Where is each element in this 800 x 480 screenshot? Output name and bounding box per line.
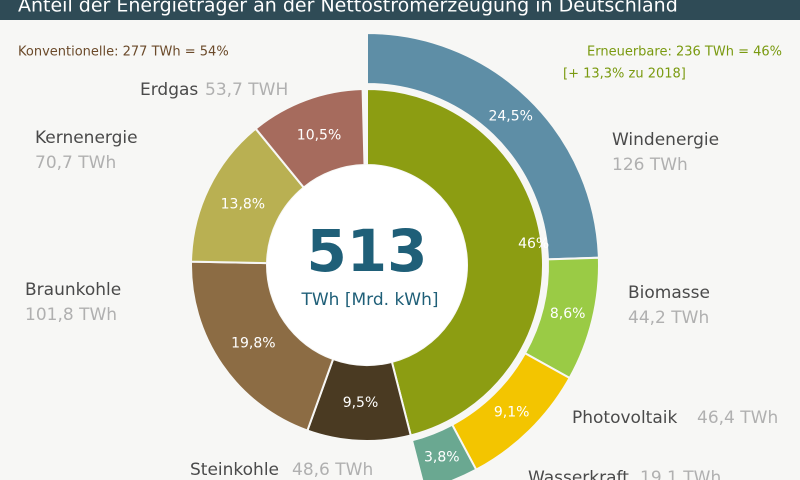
value-label: 3,8% — [424, 449, 460, 465]
category-label: Kernenergie — [35, 128, 138, 148]
annotation: Erneuerbare: 236 TWh = 46% — [587, 45, 782, 60]
amount-label: 126 TWh — [612, 155, 688, 175]
category-label: Biomasse — [628, 283, 710, 303]
amount-label: 70,7 TWh — [35, 153, 116, 173]
category-label: Erdgas — [140, 80, 198, 100]
value-label: 24,5% — [488, 109, 532, 125]
total: 513 — [306, 217, 427, 285]
category-label: Steinkohle — [190, 460, 279, 480]
category-label: Windenergie — [612, 130, 719, 150]
annotation: Konventionelle: 277 TWh = 54% — [18, 45, 229, 60]
value-label: 8,6% — [550, 306, 586, 322]
amount-label: 101,8 TWh — [25, 305, 117, 325]
category-label: Braunkohle — [25, 280, 121, 300]
total-label: TWh [Mrd. kWh] — [300, 290, 438, 310]
amount-label: 44,2 TWh — [628, 308, 709, 328]
title-bar — [0, 0, 800, 20]
category-label: Wasserkraft — [528, 468, 629, 480]
annotation: [+ 13,3% zu 2018] — [563, 67, 686, 82]
value-label: 46% — [518, 236, 549, 252]
center-hole — [267, 165, 467, 365]
value-label: 19,8% — [231, 335, 275, 351]
category-label: Photovoltaik — [572, 408, 677, 428]
chart-title: Anteil der Energieträger an der Nettostr… — [18, 0, 678, 17]
value-label: 13,8% — [221, 197, 265, 213]
value-label: 9,5% — [343, 395, 379, 411]
amount-label: 53,7 TWH — [205, 80, 288, 100]
amount-label: 19,1 TWh — [640, 468, 721, 480]
amount-label: 48,6 TWh — [292, 460, 373, 480]
amount-label: 46,4 TWh — [697, 408, 778, 428]
value-label: 9,1% — [494, 404, 530, 420]
segment — [410, 423, 478, 480]
value-label: 10,5% — [297, 128, 341, 144]
